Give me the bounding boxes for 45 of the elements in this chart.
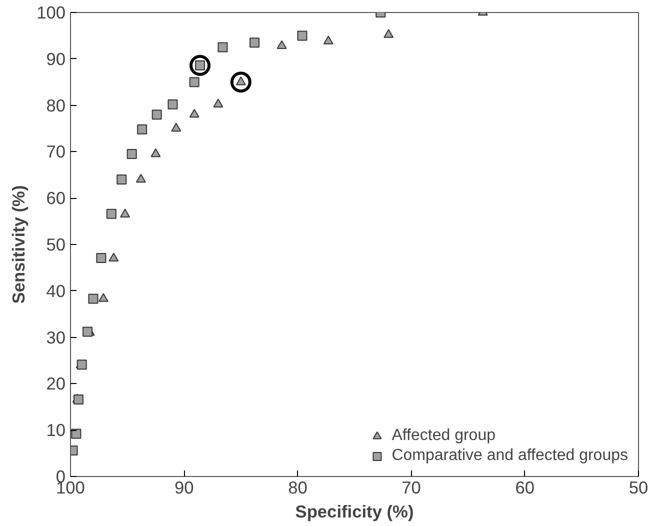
point (96, 252, 106, 263)
point (71, 428, 82, 439)
y-tick-label: 80 (46, 95, 66, 116)
point (189, 77, 200, 88)
point (116, 174, 127, 185)
point (150, 148, 161, 158)
legend-label: Affected group (392, 427, 496, 445)
y-tick-label: 30 (46, 327, 66, 348)
point (136, 174, 146, 183)
point (323, 36, 334, 44)
point (384, 29, 394, 38)
point (106, 208, 116, 219)
point (189, 108, 200, 118)
y-tick-label: 70 (46, 142, 66, 162)
x-tick-label: 90 (174, 478, 194, 498)
point (171, 122, 182, 132)
point (213, 98, 224, 108)
point (120, 208, 130, 218)
x-tick-label: 60 (515, 478, 535, 498)
y-tick-label: 100 (36, 2, 66, 22)
point (98, 293, 108, 302)
point (152, 110, 162, 120)
point (88, 294, 98, 304)
x-axis-title: Specificity (%) (295, 502, 414, 522)
y-tick-label: 60 (46, 188, 66, 208)
point (230, 72, 252, 93)
point (250, 38, 260, 48)
y-axis-title: Sensitivity (%) (8, 185, 29, 304)
y-tick-label: 20 (46, 374, 66, 394)
point (297, 30, 308, 41)
y-tick-label: 40 (46, 280, 66, 301)
x-tick-label: 50 (628, 478, 648, 498)
point (137, 124, 148, 134)
legend-label: Comparative and affected groups (392, 447, 628, 465)
point (126, 149, 137, 160)
y-tick-label: 50 (46, 234, 66, 254)
point (168, 99, 178, 110)
point (190, 54, 211, 76)
point (218, 42, 228, 52)
x-tick-label: 80 (288, 478, 308, 498)
point (276, 40, 287, 50)
y-tick-label: 90 (46, 48, 66, 69)
x-tick-label: 70 (402, 478, 421, 498)
point (108, 252, 119, 262)
y-tick-label: 10 (46, 420, 66, 440)
